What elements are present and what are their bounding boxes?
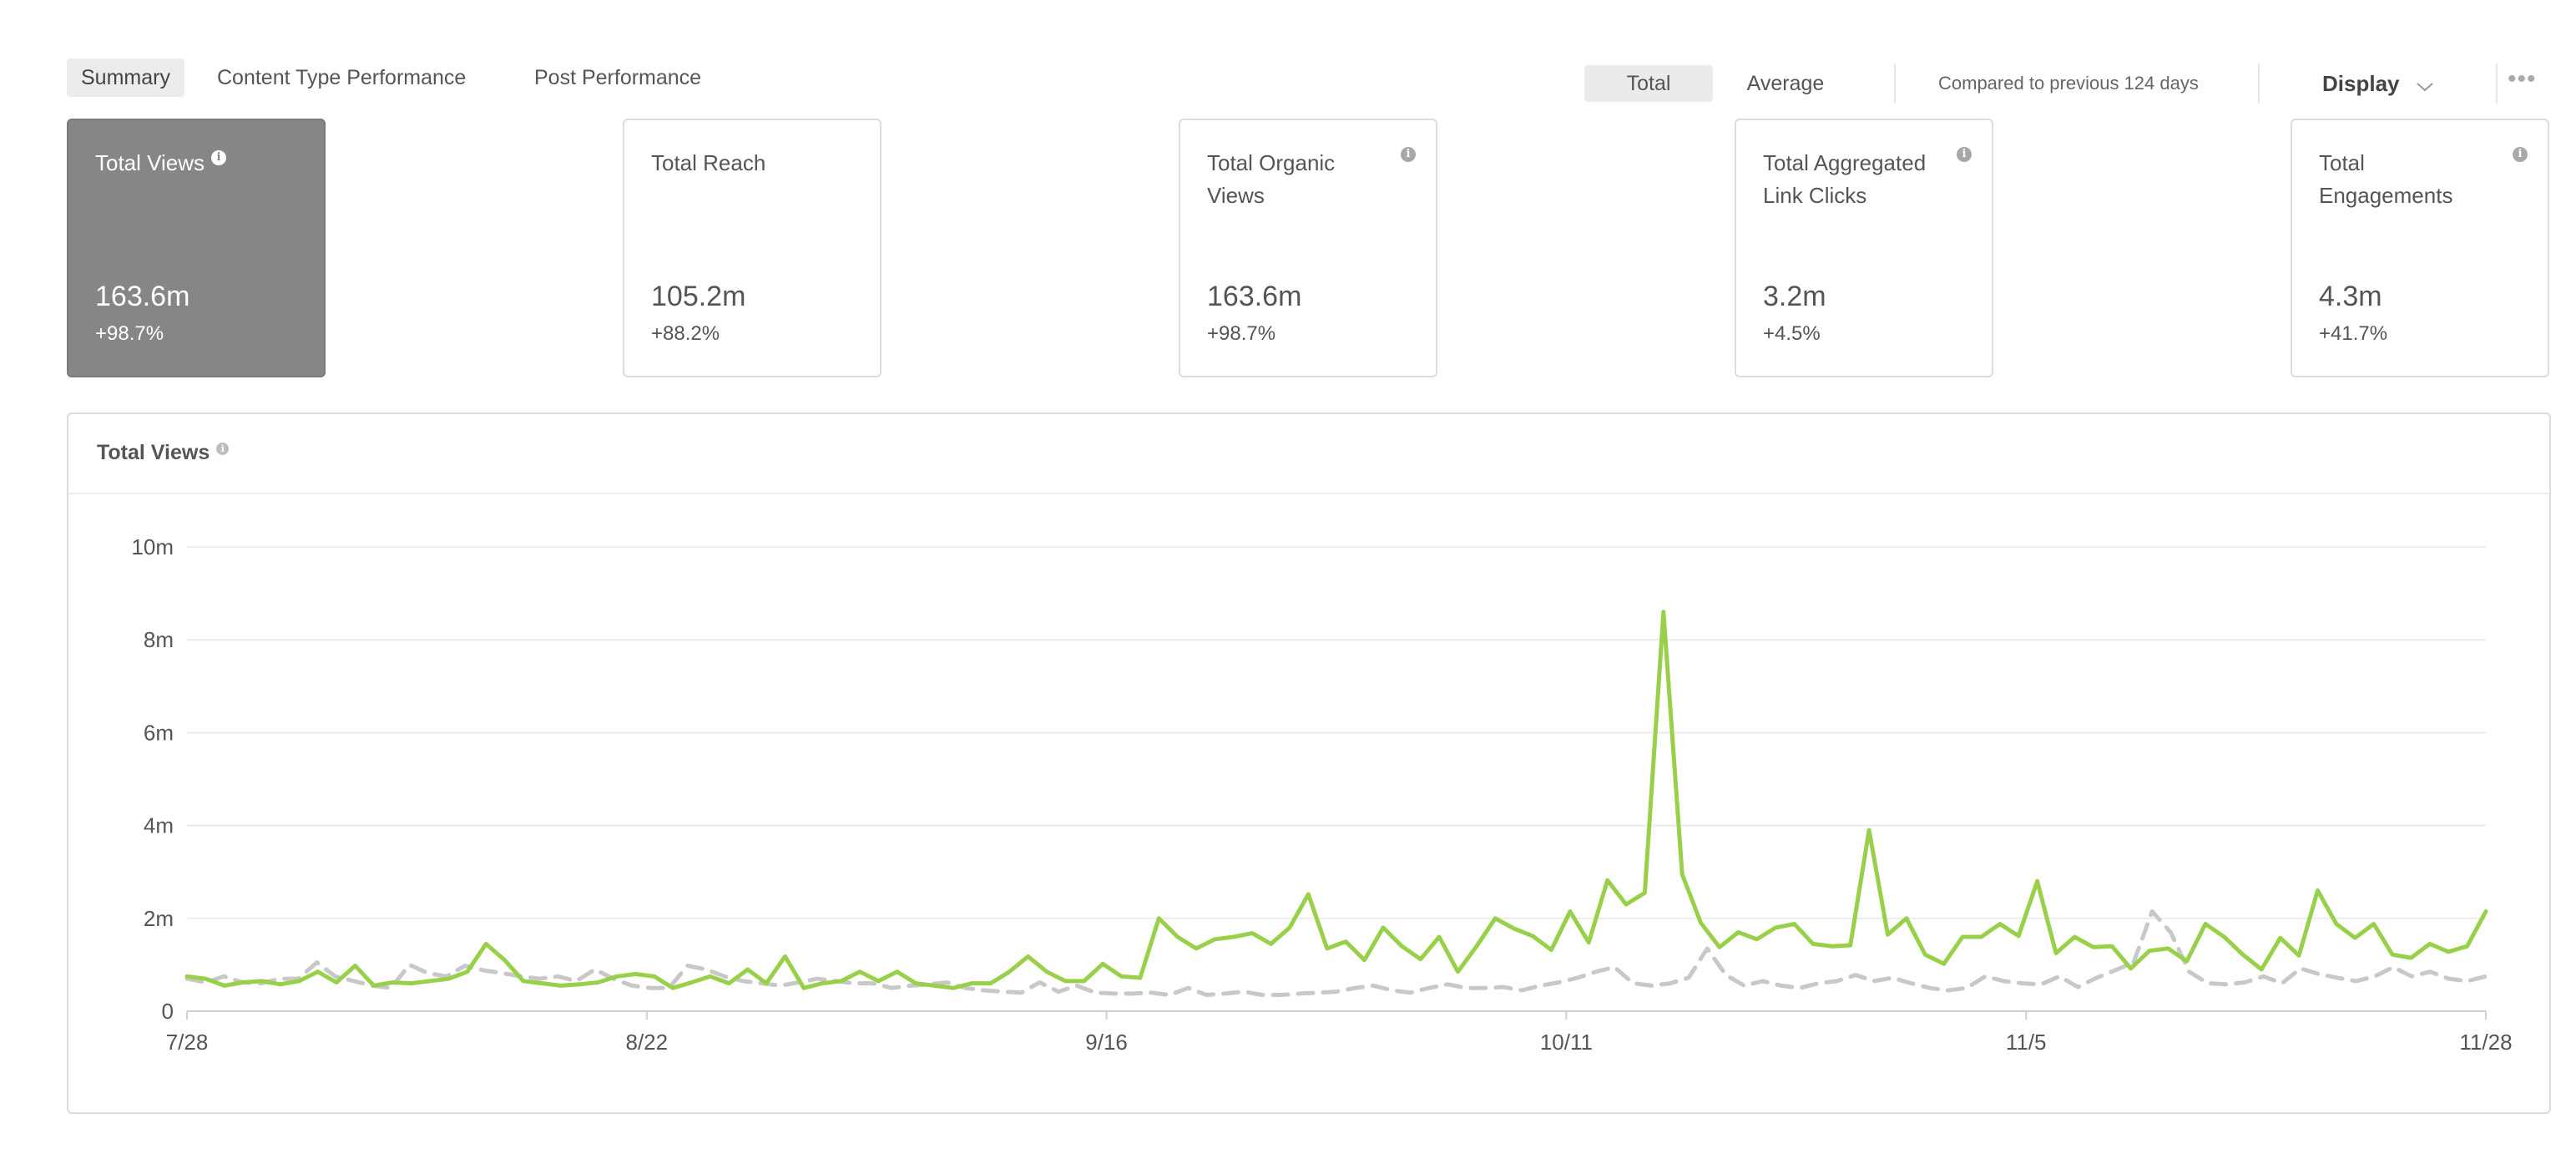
tab-content-type-performance[interactable]: Content Type Performance (217, 66, 467, 89)
metric-card-total-organic-views[interactable]: Total Organic Views i 163.6m +98.7% (1179, 119, 1437, 377)
metric-card-change: +88.2% (651, 322, 720, 345)
metric-card-change: +41.7% (2319, 322, 2388, 345)
metric-card-title: Total Aggregated Link Clicks (1763, 150, 1927, 208)
x-tick-label: 7/28 (166, 1030, 209, 1055)
chart-title-text: Total Views (97, 441, 210, 464)
y-tick-label: 0 (162, 999, 174, 1024)
x-tick-label: 11/28 (2459, 1030, 2512, 1055)
previous-period-line (184, 909, 2488, 997)
x-tick-label: 11/5 (2006, 1030, 2047, 1055)
current-period-line (184, 610, 2488, 990)
y-tick-label: 6m (144, 720, 174, 745)
metric-card-value: 105.2m (651, 281, 746, 312)
info-icon[interactable]: i (1957, 147, 1972, 162)
metric-card-total-engagements[interactable]: Total Engagements i 4.3m +41.7% (2291, 119, 2549, 377)
metric-card-change: +4.5% (1763, 322, 1821, 345)
metric-card-change: +98.7% (1207, 322, 1276, 345)
y-tick-label: 2m (144, 906, 174, 931)
toolbar-divider (2258, 63, 2260, 104)
metric-card-title: Total Engagements (2319, 150, 2453, 208)
toolbar-divider (1894, 63, 1896, 104)
y-tick-label: 4m (144, 813, 174, 838)
info-icon[interactable]: i (1401, 147, 1416, 162)
y-tick-label: 8m (144, 627, 174, 652)
line-chart: 0 2m 4m 6m 8m 10m 7/28 8/22 9/16 10/11 11/5 11/28 (131, 534, 2512, 1055)
total-toggle[interactable]: Total (1584, 65, 1713, 102)
x-tick-label: 10/11 (1540, 1030, 1593, 1055)
tab-post-performance[interactable]: Post Performance (534, 66, 702, 89)
metric-card-total-reach[interactable]: Total Reach 105.2m +88.2% (623, 119, 881, 377)
x-tick-label: 9/16 (1085, 1030, 1128, 1055)
display-label: Display (2322, 71, 2400, 96)
comparison-text: Compared to previous 124 days (1938, 73, 2199, 94)
top-toolbar: Summary Content Type Performance Post Pe… (0, 0, 2576, 117)
average-toggle[interactable]: Average (1746, 72, 1825, 95)
metric-card-title: Total Reach (651, 150, 766, 175)
chart-title: Total Views i (97, 441, 230, 465)
chevron-down-icon (2416, 67, 2434, 104)
info-icon[interactable]: i (216, 443, 230, 455)
info-icon[interactable]: i (2513, 147, 2528, 162)
panel-divider (68, 493, 2549, 494)
x-tick-label: 8/22 (625, 1030, 668, 1055)
more-icon[interactable]: ••• (2508, 65, 2537, 93)
chart-panel: Total Views i 0 2m 4m 6m 8m 10m 7/28 8/22 9/16 10/… (67, 413, 2551, 1114)
metric-card-value: 163.6m (1207, 281, 1302, 312)
tab-summary[interactable]: Summary (67, 58, 184, 97)
toolbar-divider (2496, 63, 2498, 104)
metric-card-change: +98.7% (95, 322, 164, 345)
metric-card-title: Total Views (95, 150, 205, 175)
metric-card-total-aggregated-link-clicks[interactable]: Total Aggregated Link Clicks i 3.2m +4.5… (1735, 119, 1993, 377)
y-tick-label: 10m (131, 534, 174, 559)
metric-card-total-views[interactable]: Total Views i 163.6m +98.7% (67, 119, 326, 377)
metric-card-title-row: Total Views i (95, 147, 270, 180)
display-dropdown[interactable]: Display (2322, 65, 2434, 102)
metric-card-value: 4.3m (2319, 281, 2382, 312)
metric-card-value: 3.2m (1763, 281, 1826, 312)
metric-card-value: 163.6m (95, 281, 190, 312)
info-icon[interactable]: i (211, 150, 227, 165)
metric-card-title: Total Organic Views (1207, 150, 1336, 208)
